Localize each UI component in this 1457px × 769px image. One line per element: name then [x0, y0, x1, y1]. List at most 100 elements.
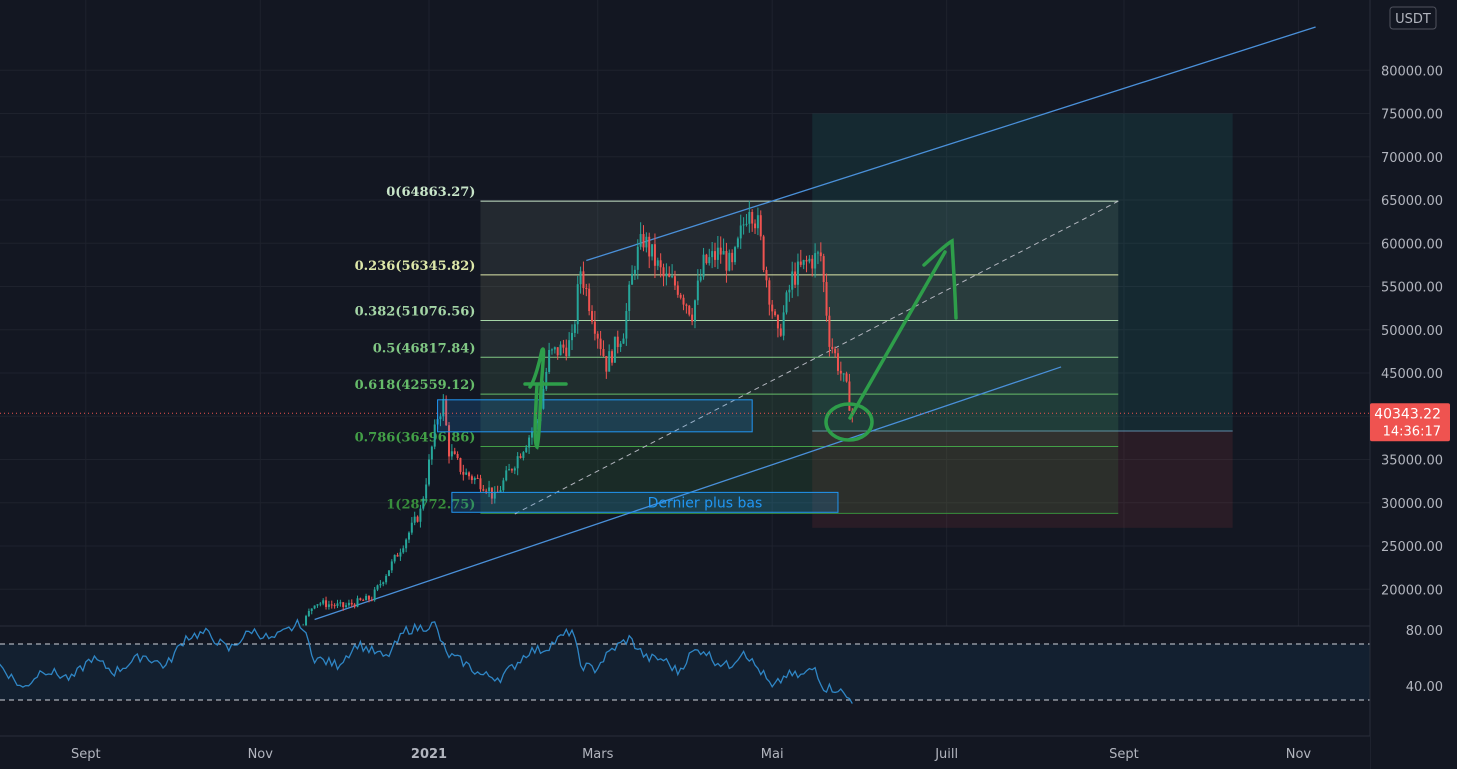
candle-body [619, 343, 622, 348]
candle-body [671, 276, 674, 278]
candle-body [819, 252, 822, 257]
candle-body [425, 484, 428, 499]
candle-body [516, 456, 519, 469]
candle-body [456, 453, 459, 459]
candlestick-series [170, 200, 854, 652]
rsi-tick-label: 80.00 [1406, 624, 1443, 639]
candle-body [402, 548, 405, 553]
candle-body [499, 490, 502, 493]
candle-body [816, 252, 819, 254]
candle-body [428, 459, 430, 485]
candle-body [568, 340, 571, 357]
zone-label: Dernier plus bas [648, 495, 763, 511]
x-tick-label: Sept [71, 747, 101, 762]
fib-band [480, 320, 1119, 358]
fib-level-label: 0.618(42559.12) [355, 378, 476, 393]
fib-level-label: 0.382(51076.56) [355, 304, 476, 319]
y-tick-label: 60000.00 [1381, 237, 1443, 252]
candle-body [599, 338, 602, 350]
candle-body [465, 472, 468, 475]
candle-body [565, 347, 568, 357]
candle-body [370, 599, 373, 601]
candle-body [453, 451, 456, 454]
candle-body [373, 589, 376, 601]
fib-level-label: 1(28772.75) [386, 497, 475, 512]
candle-body [419, 508, 422, 522]
hand-drawings [523, 238, 958, 450]
candle-body [714, 251, 716, 260]
candle-body [488, 487, 491, 492]
candle-body [625, 311, 628, 339]
candle-body [668, 273, 671, 277]
candle-body [505, 470, 508, 481]
candle-body [450, 451, 453, 457]
candle-body [330, 604, 333, 606]
fib-level-label: 0.5(46817.84) [373, 341, 476, 356]
candle-body [502, 480, 505, 491]
candle-body [814, 253, 817, 269]
candle-body [325, 600, 328, 607]
candle-body [688, 305, 691, 315]
candle-body [845, 373, 848, 382]
time-axis-panel [0, 736, 1370, 769]
candle-body [407, 532, 410, 540]
hand-circle [824, 402, 874, 442]
candle-body [805, 260, 808, 262]
y-tick-label: 70000.00 [1381, 151, 1443, 166]
candle-body [579, 271, 582, 285]
candle-body [522, 452, 525, 458]
candle-body [356, 598, 359, 607]
candle-body [316, 604, 319, 606]
candle-body [322, 600, 325, 604]
rsi-panel [0, 618, 1370, 736]
y-tick-label: 25000.00 [1381, 540, 1443, 555]
fib-band [480, 394, 1119, 447]
candle-body [571, 332, 573, 341]
fibonacci-retracement[interactable]: 0(64863.27) 0.236(56345.82) 0.382(51076.56… [355, 185, 1119, 514]
candle-body [731, 252, 734, 263]
candle-body [385, 575, 388, 583]
candle-body [553, 347, 556, 350]
candle-body [642, 234, 645, 248]
fib-level-label: 0.786(36496.86) [355, 431, 476, 446]
rsi-tick-label: 40.00 [1406, 680, 1443, 695]
trend-lines[interactable] [314, 26, 1316, 621]
candle-body [442, 398, 445, 417]
candle-body [433, 424, 436, 447]
candle-body [693, 300, 696, 322]
candle-body [382, 582, 385, 585]
candle-body [319, 603, 322, 605]
candle-body [350, 602, 353, 605]
candle-body [493, 491, 496, 499]
candle-body [754, 223, 757, 229]
candle-body [719, 247, 722, 255]
candle-body [756, 215, 759, 229]
candle-body [510, 469, 513, 471]
candle-body [702, 254, 705, 277]
support-zones[interactable]: Dernier plus bas [437, 399, 839, 513]
candle-body [508, 469, 511, 471]
candle-body [345, 605, 348, 608]
fib-band [480, 274, 1119, 321]
candle-body [653, 244, 656, 266]
candle-body [542, 388, 545, 409]
candle-body [711, 251, 714, 258]
hand-arrow-shaft [848, 250, 947, 420]
candle-body [327, 604, 330, 607]
candle-body [633, 269, 636, 274]
channel-lower-line [314, 366, 1062, 621]
candle-body [525, 447, 528, 453]
hand-bracket [528, 347, 546, 450]
y-tick-label: 30000.00 [1381, 497, 1443, 512]
candle-body [834, 349, 837, 354]
candle-body [468, 472, 471, 477]
candle-body [359, 598, 362, 600]
candle-body [611, 351, 614, 363]
rsi-band [0, 644, 1370, 700]
y-tick-label: 80000.00 [1381, 64, 1443, 79]
candle-body [550, 349, 553, 351]
candle-body [353, 604, 356, 607]
candle-body [479, 478, 482, 490]
candle-body [679, 294, 682, 298]
